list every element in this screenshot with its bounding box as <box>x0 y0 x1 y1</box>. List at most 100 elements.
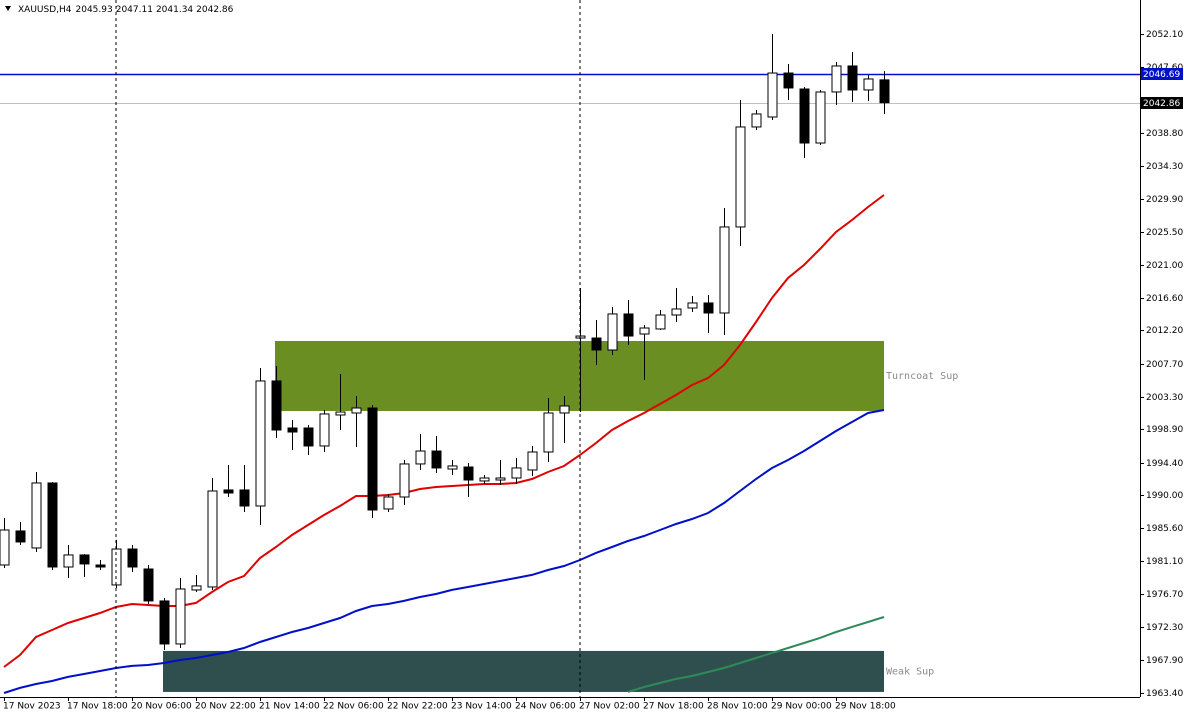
y-tick-label: 2021.00 <box>1146 261 1183 271</box>
candle-body <box>463 466 474 481</box>
y-tick-label: 1998.90 <box>1146 425 1183 435</box>
price-label-box <box>1141 97 1183 109</box>
candle-body <box>351 407 362 414</box>
candle-body <box>255 380 266 507</box>
candle-body <box>335 411 346 416</box>
y-tick-label: 1994.40 <box>1146 459 1183 469</box>
y-tick-label: 2034.30 <box>1146 162 1183 172</box>
candle-body <box>31 482 42 549</box>
y-tick-label: 2016.60 <box>1146 294 1183 304</box>
chart-header: XAUUSD,H4 2045.93 2047.11 2041.34 2042.86 <box>18 5 234 15</box>
candle-body <box>655 314 666 330</box>
candle-body <box>271 380 282 431</box>
candle-body <box>639 327 650 335</box>
y-tick-label: 2025.50 <box>1146 228 1183 238</box>
candle-body <box>303 427 314 447</box>
candle-body <box>143 568 154 602</box>
candle-body <box>735 126 746 228</box>
candle-body <box>591 337 602 351</box>
y-tick-label: 1990.00 <box>1146 491 1183 501</box>
candle-body <box>831 65 842 93</box>
x-tick-label: 17 Nov 18:00 <box>67 702 128 712</box>
candle-body <box>415 450 426 465</box>
candle-body <box>559 405 570 414</box>
close-value: 2042.86 <box>196 5 233 15</box>
price-label: 2046.69 <box>1143 70 1180 80</box>
moving-average <box>627 616 885 693</box>
y-tick-label: 1981.10 <box>1146 557 1183 567</box>
zone-label: Turncoat Sup <box>886 371 958 382</box>
moving-average <box>3 194 885 668</box>
x-tick-label: 22 Nov 22:00 <box>387 702 448 712</box>
x-tick-label: 20 Nov 22:00 <box>195 702 256 712</box>
candle-body <box>127 548 138 568</box>
low-value: 2041.34 <box>156 5 193 15</box>
x-tick-label: 24 Nov 06:00 <box>515 702 576 712</box>
candle-body <box>527 451 538 471</box>
x-tick-label: 23 Nov 14:00 <box>451 702 512 712</box>
candle-body <box>15 530 26 543</box>
y-tick-label: 2038.80 <box>1146 129 1183 139</box>
y-tick-label: 2003.30 <box>1146 393 1183 403</box>
candle-body <box>383 496 394 510</box>
candle-body <box>783 72 794 89</box>
candle-body <box>319 413 330 447</box>
x-tick-label: 29 Nov 00:00 <box>771 702 832 712</box>
candle-body <box>47 482 58 568</box>
open-value: 2045.93 <box>76 5 113 15</box>
x-tick-label: 29 Nov 18:00 <box>835 702 896 712</box>
candle-body <box>367 407 378 511</box>
y-tick-label: 1976.70 <box>1146 590 1183 600</box>
symbol: XAUUSD,H4 <box>18 5 72 15</box>
candle-body <box>175 588 186 645</box>
candle-body <box>0 529 10 566</box>
candle-body <box>671 308 682 316</box>
y-tick-label: 2012.20 <box>1146 326 1183 336</box>
candle-body <box>767 72 778 118</box>
candle-body <box>607 313 618 351</box>
candle-body <box>799 88 810 144</box>
candle-body <box>287 427 298 433</box>
candle-body <box>543 412 554 453</box>
x-tick-label: 22 Nov 06:00 <box>323 702 384 712</box>
menu-arrow[interactable] <box>5 6 11 11</box>
candle-body <box>239 489 250 507</box>
price-label-box <box>1141 68 1183 80</box>
y-tick-label: 1972.30 <box>1146 623 1183 633</box>
candle-body <box>79 554 90 565</box>
candle-body <box>511 467 522 479</box>
candle-body <box>751 113 762 128</box>
price-label: 2042.86 <box>1143 99 1180 109</box>
candle-body <box>95 564 106 568</box>
candle-body <box>399 463 410 498</box>
moving-average <box>3 409 885 694</box>
plot-area: Turncoat Sup Weak Sup <box>0 34 1140 694</box>
candle-body <box>431 450 442 469</box>
candle-body <box>847 65 858 91</box>
candle-body <box>447 465 458 470</box>
x-tick-label: 21 Nov 14:00 <box>259 702 320 712</box>
zone <box>275 340 884 411</box>
candle-body <box>63 554 74 568</box>
y-tick-label: 1985.60 <box>1146 524 1183 534</box>
candle-body <box>815 91 826 144</box>
y-tick-label: 2007.70 <box>1146 360 1183 370</box>
y-tick-label: 1963.40 <box>1146 689 1183 699</box>
y-tick-label: 2029.90 <box>1146 195 1183 205</box>
candle-body <box>207 490 218 588</box>
candle-body <box>623 313 634 337</box>
high-value: 2047.11 <box>116 5 153 15</box>
candle-body <box>703 302 714 314</box>
zone <box>163 650 884 692</box>
candle-body <box>223 489 234 494</box>
candle-body <box>687 302 698 309</box>
y-tick-label: 1967.90 <box>1146 656 1183 666</box>
candle-body <box>495 477 506 481</box>
candle-body <box>719 226 730 314</box>
candle-body <box>479 477 490 482</box>
x-tick-label: 17 Nov 2023 <box>3 702 61 712</box>
y-tick-label: 2052.10 <box>1146 30 1183 40</box>
candle-body <box>879 79 890 104</box>
zone-label: Weak Sup <box>886 666 934 677</box>
